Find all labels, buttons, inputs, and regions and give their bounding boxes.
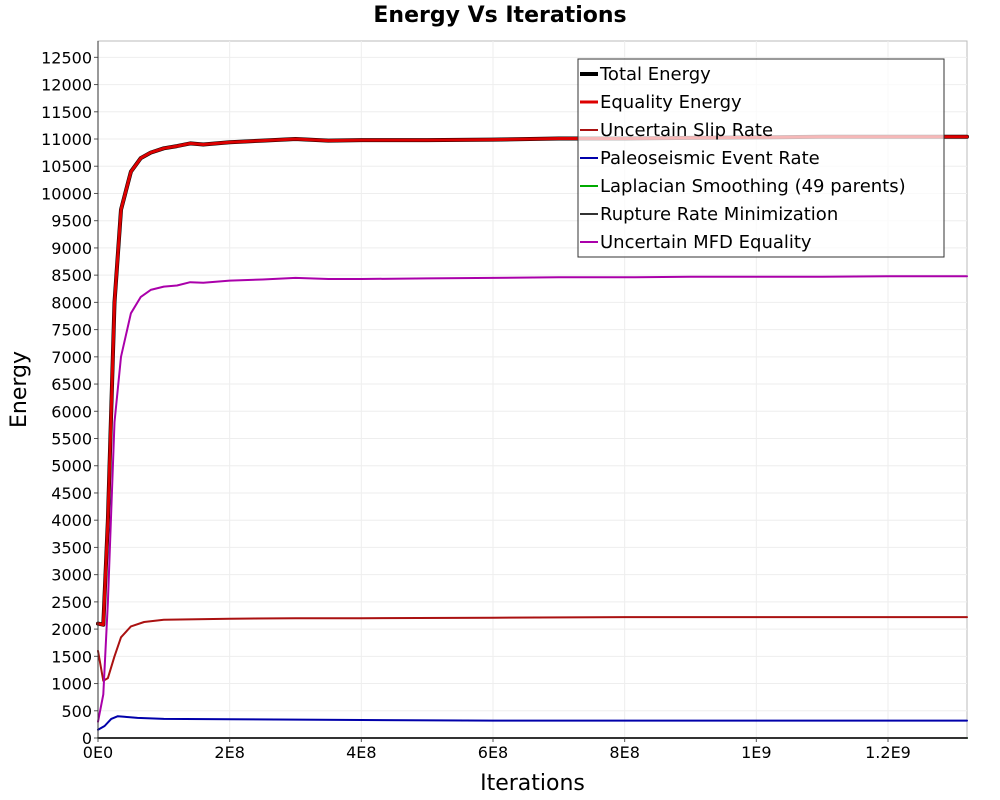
legend-entry: Rupture Rate Minimization <box>600 204 838 225</box>
y-tick-label: 7000 <box>51 348 92 367</box>
y-tick-label: 4000 <box>51 511 92 530</box>
y-tick-label: 3500 <box>51 538 92 557</box>
y-tick-label: 4500 <box>51 484 92 503</box>
y-tick-label: 8000 <box>51 293 92 312</box>
y-tick-label: 12000 <box>41 76 92 95</box>
series-line-uncertain-mfd-equality <box>97 275 968 723</box>
axes <box>94 41 967 742</box>
y-tick-label: 5000 <box>51 457 92 476</box>
y-tick-label: 10000 <box>41 184 92 203</box>
x-tick-label: 0E0 <box>83 743 113 762</box>
chart-title: Energy Vs Iterations <box>373 3 626 28</box>
x-tick-label: 2E8 <box>214 743 244 762</box>
y-tick-label: 8500 <box>51 266 92 285</box>
x-tick-label: 6E8 <box>478 743 508 762</box>
legend-entry: Laplacian Smoothing (49 parents) <box>600 176 906 197</box>
y-tick-label: 1500 <box>51 647 92 666</box>
y-tick-label: 11000 <box>41 130 92 149</box>
y-tick-label: 5500 <box>51 430 92 449</box>
y-tick-label: 0 <box>82 729 92 748</box>
legend-entry: Total Energy <box>599 64 711 85</box>
series-line-paleoseismic-event-rate <box>97 715 968 731</box>
y-axis-label: Energy <box>7 351 32 428</box>
y-tick-label: 1000 <box>51 675 92 694</box>
x-tick-label: 8E8 <box>609 743 639 762</box>
y-tick-label: 2000 <box>51 620 92 639</box>
y-tick-label: 9500 <box>51 212 92 231</box>
y-tick-label: 9000 <box>51 239 92 258</box>
series-line-uncertain-slip-rate <box>97 616 968 682</box>
x-axis-label: Iterations <box>480 771 585 796</box>
legend-entry: Uncertain MFD Equality <box>600 232 812 253</box>
x-tick-label: 1.2E9 <box>865 743 911 762</box>
x-tick-label: 4E8 <box>346 743 376 762</box>
tick-labels: 0 500 1000 1500 2000 2500 3000 3500 4000 4500 5000… <box>41 48 911 762</box>
y-tick-label: 2500 <box>51 593 92 612</box>
y-tick-label: 7500 <box>51 321 92 340</box>
y-tick-label: 12500 <box>41 48 92 67</box>
legend-entry: Uncertain Slip Rate <box>600 120 773 141</box>
y-tick-label: 11500 <box>41 103 92 122</box>
legend-entry: Paleoseismic Event Rate <box>600 148 820 169</box>
y-tick-label: 6000 <box>51 402 92 421</box>
legend-entry: Equality Energy <box>600 92 742 113</box>
y-tick-label: 6500 <box>51 375 92 394</box>
y-tick-label: 3000 <box>51 566 92 585</box>
legend: Total Energy Equality Energy Uncertain Sli… <box>577 58 945 258</box>
y-tick-label: 10500 <box>41 157 92 176</box>
legend-box <box>577 58 945 258</box>
y-tick-label: 500 <box>61 702 92 721</box>
x-tick-label: 1E9 <box>741 743 771 762</box>
